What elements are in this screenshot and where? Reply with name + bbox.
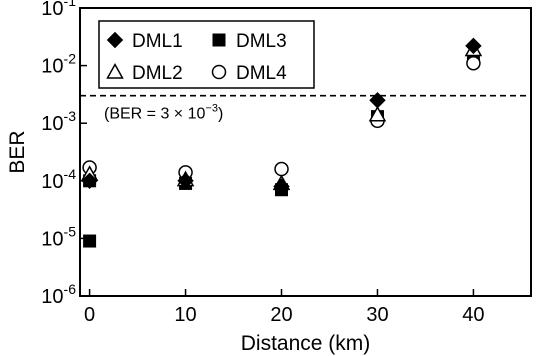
data-point-dml4 [274, 161, 289, 177]
data-point-dml1 [177, 172, 194, 190]
x-tick-label: 0 [84, 304, 95, 326]
legend-marker-dml3 [212, 33, 226, 47]
legend-marker-dml4 [211, 64, 227, 80]
y-tick-label: 10-4 [41, 166, 76, 193]
legend-label-dml4: DML4 [236, 63, 287, 84]
legend-marker-dml2 [106, 62, 124, 79]
x-axis-title: Distance (km) [241, 332, 371, 355]
y-tick-label: 10-1 [41, 0, 76, 20]
data-point-dml1 [273, 178, 290, 195]
plot-frame [79, 7, 532, 297]
legend-label-dml3: DML3 [236, 31, 287, 52]
x-tick-label: 40 [462, 304, 484, 326]
y-tick-label: 10-6 [41, 281, 76, 308]
data-point-dml2 [368, 105, 387, 122]
data-point-dml4 [466, 55, 481, 71]
legend-label-dml1: DML1 [132, 31, 183, 52]
legend-marker-dml1 [106, 31, 124, 49]
plot-area: 0 10 20 30 40 10-6 10-5 10-4 10-3 10-2 10-1 Distanc… [6, 0, 532, 355]
legend-label-dml2: DML2 [132, 63, 183, 84]
x-tick-label: 30 [366, 304, 388, 326]
data-point-dml1 [81, 172, 98, 190]
data-point-dml3 [83, 234, 97, 248]
fec-limit-sublabel: (BER = 3 × 10−3) [104, 103, 223, 123]
data-point-dml1 [465, 37, 482, 55]
x-tick-label: 10 [174, 304, 196, 326]
y-tick-label: 10-5 [41, 223, 76, 250]
y-tick-label: 10-2 [41, 51, 76, 78]
y-tick-label: 10-3 [41, 108, 76, 135]
data-point-dml1 [369, 92, 386, 109]
y-axis-title: BER [6, 130, 29, 173]
x-tick-label: 20 [270, 304, 292, 326]
legend-box [98, 20, 315, 89]
